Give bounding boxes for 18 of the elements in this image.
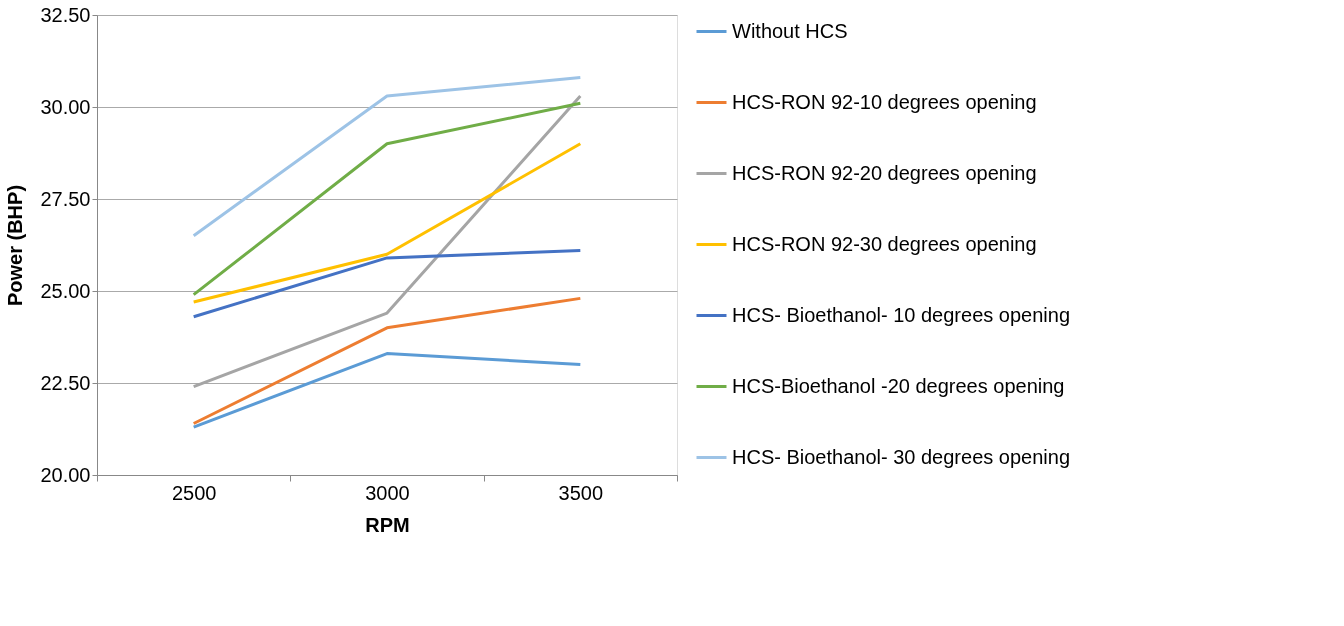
x-axis-title: RPM <box>365 513 410 536</box>
y-tick-label: 32.50 <box>40 3 91 26</box>
legend-label: Without HCS <box>732 19 848 42</box>
y-tick-label: 22.50 <box>40 371 91 394</box>
y-tick-label: 25.00 <box>40 279 91 302</box>
y-tick-label: 20.00 <box>40 463 91 486</box>
x-tick-label: 3000 <box>365 481 410 504</box>
y-tick-label: 27.50 <box>40 187 91 210</box>
x-tick-label: 3500 <box>558 481 604 504</box>
legend-label: HCS- Bioethanol- 30 degrees opening <box>732 445 1070 468</box>
legend-label: HCS-RON 92-10 degrees opening <box>732 90 1037 113</box>
legend-label: HCS-Bioethanol -20 degrees opening <box>732 374 1065 397</box>
legend-label: HCS-RON 92-30 degrees opening <box>732 232 1037 255</box>
y-tick-label: 30.00 <box>40 95 91 118</box>
legend-label: HCS- Bioethanol- 10 degrees opening <box>732 303 1070 326</box>
legend-label: HCS-RON 92-20 degrees opening <box>732 161 1037 184</box>
y-axis-title: Power (BHP) <box>4 184 27 307</box>
x-tick-label: 2500 <box>171 481 217 504</box>
